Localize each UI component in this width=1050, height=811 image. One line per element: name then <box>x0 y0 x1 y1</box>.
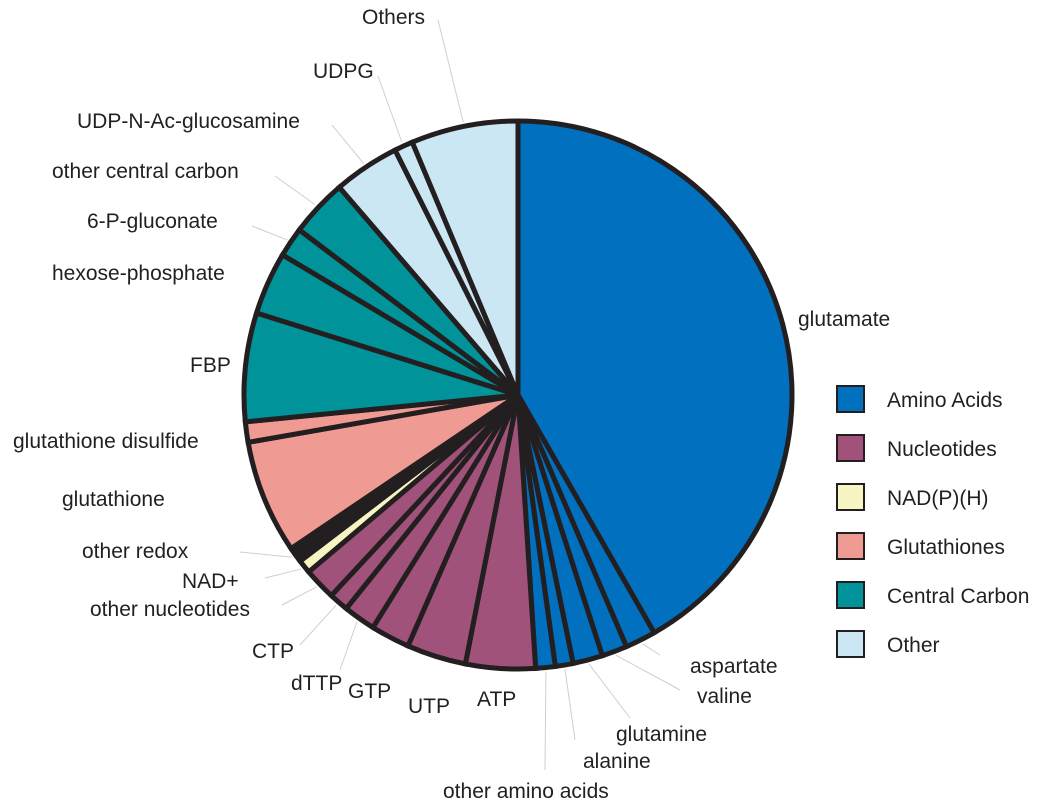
leader-line <box>331 124 365 164</box>
slice-label: valine <box>697 685 752 708</box>
legend-swatch <box>836 630 865 658</box>
slice-label: glutathione disulfide <box>13 430 199 453</box>
leader-line <box>588 663 631 719</box>
legend-label: NAD(P)(H) <box>887 487 988 510</box>
legend-label: Other <box>887 634 940 657</box>
legend-label: Amino Acids <box>887 389 1003 412</box>
leader-line <box>615 654 681 691</box>
slice-label: other amino acids <box>443 780 609 803</box>
leader-line <box>264 568 302 579</box>
legend-swatch <box>836 581 865 609</box>
slice-label: UTP <box>408 695 450 718</box>
leader-line <box>377 75 403 143</box>
leader-line <box>239 551 293 558</box>
leader-line <box>281 586 318 606</box>
legend-label: Glutathiones <box>887 536 1005 559</box>
legend-swatch <box>836 532 865 560</box>
slice-label: GTP <box>348 680 391 703</box>
slice-label: alanine <box>583 750 651 773</box>
slice-label: CTP <box>252 640 294 663</box>
slice-label: 6-P-gluconate <box>87 210 218 233</box>
slice-label: other redox <box>82 540 189 563</box>
pie-slice-others <box>409 118 521 396</box>
leader-line <box>251 225 288 241</box>
leader-line <box>339 621 358 671</box>
slice-label: other nucleotides <box>90 598 250 621</box>
pie-slice-glutamate <box>515 118 795 637</box>
slice-label: FBP <box>190 354 231 377</box>
slice-label: other central carbon <box>52 160 239 183</box>
legend-swatch <box>836 483 865 511</box>
slice-label: glutamine <box>616 723 707 746</box>
legend-swatch <box>836 385 865 413</box>
legend-label: Central Carbon <box>887 585 1029 608</box>
slice-label: UDP-N-Ac-glucosamine <box>77 110 300 133</box>
slice-label: NAD+ <box>182 570 239 593</box>
leader-line <box>437 19 464 123</box>
slice-label: glutathione <box>62 488 165 511</box>
slice-label: UDPG <box>313 60 374 83</box>
legend: Amino Acids Nucleotides NAD(P)(H) Glutathio… <box>836 385 1029 658</box>
slice-label: hexose-phosphate <box>52 262 225 285</box>
legend-swatch <box>836 434 865 462</box>
leader-line <box>642 643 661 656</box>
leader-line <box>299 604 337 646</box>
leader-line <box>274 175 316 206</box>
slice-label: ATP <box>477 688 516 711</box>
slice-label: Others <box>362 6 425 29</box>
leader-line <box>544 671 547 771</box>
leader-line <box>564 668 576 741</box>
slice-label: glutamate <box>798 308 890 331</box>
slice-label: dTTP <box>291 672 342 695</box>
legend-label: Nucleotides <box>887 438 997 461</box>
slice-label: aspartate <box>690 655 778 678</box>
